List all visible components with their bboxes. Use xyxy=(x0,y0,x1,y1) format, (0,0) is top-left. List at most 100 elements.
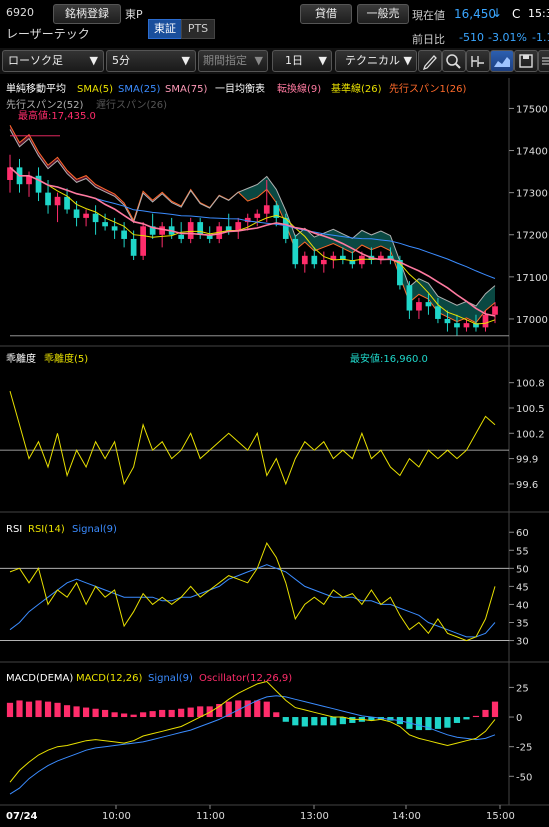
sma5-line xyxy=(9,167,496,325)
legend-macd-title: MACD(DEMA) xyxy=(6,673,73,684)
x-tick-label: 11:00 xyxy=(196,811,225,822)
register-button[interactable]: 銘柄登録 xyxy=(53,4,121,24)
high-annotation: 最高値:17,435.0 xyxy=(18,109,96,122)
legend-macd: MACD(12,26) xyxy=(76,673,143,684)
candle-body xyxy=(254,213,261,218)
pencil-icon[interactable] xyxy=(418,50,442,72)
oscillator-bar xyxy=(149,711,156,718)
change-value: -510 xyxy=(459,31,484,44)
x-tick-label: 10:00 xyxy=(102,811,131,822)
candle-body xyxy=(35,175,42,193)
macd-tick-label: 25 xyxy=(516,683,529,694)
technical-select[interactable]: テクニカル ▼ xyxy=(335,50,417,72)
oscillator-bar xyxy=(82,707,90,718)
lend-button[interactable]: 貸借 xyxy=(300,4,352,24)
oscillator-bar xyxy=(330,717,337,726)
legend-rsi: RSI(14) xyxy=(28,524,65,535)
oscillator-bar xyxy=(311,717,318,726)
oscillator-bar xyxy=(273,712,280,718)
oscillator-bar xyxy=(111,712,118,718)
deviation-tick-label: 99.6 xyxy=(516,480,538,491)
price-panel: 17500 17400 17300 17200 17100 17000 xyxy=(7,104,548,337)
oscillator-bar xyxy=(6,702,14,718)
chart-type-select[interactable]: ローソク足 ▼ xyxy=(2,50,104,72)
candle-body xyxy=(45,192,51,206)
oscillator-bar xyxy=(140,712,147,718)
deviation-line xyxy=(9,390,496,486)
tab-tse[interactable]: 東証 xyxy=(148,19,182,39)
interval-select[interactable]: 5分 ▼ xyxy=(106,50,196,72)
candle-body xyxy=(320,260,327,265)
general-sell-button[interactable]: 一般売 xyxy=(357,4,409,24)
status-badge: C xyxy=(512,7,521,21)
macd-tick-label: -50 xyxy=(516,772,532,783)
candle-body xyxy=(83,213,89,218)
candle-body xyxy=(235,222,242,231)
deviation-tick-label: 100.5 xyxy=(516,404,545,415)
x-tick-label: 14:00 xyxy=(392,811,421,822)
price-tick-label: 17000 xyxy=(516,315,548,326)
x-axis: 07/24 10:00 11:00 13:00 14:00 15:00 xyxy=(6,805,515,822)
range-label: 1日 xyxy=(285,54,303,67)
time-label: 15:3 xyxy=(528,7,549,20)
candle-body xyxy=(121,230,127,239)
interval-label: 5分 xyxy=(112,54,130,67)
menu-icon[interactable] xyxy=(538,50,549,72)
save-icon[interactable] xyxy=(514,50,538,72)
period-select[interactable]: 期間指定 ▼ xyxy=(198,50,268,72)
x-tick-label: 13:00 xyxy=(300,811,329,822)
candle-body xyxy=(454,323,460,328)
oscillator-bar xyxy=(387,717,394,721)
deviation-tick-label: 100.8 xyxy=(516,379,545,390)
chevron-down-icon: ▼ xyxy=(181,54,190,67)
oscillator-bar xyxy=(25,701,33,718)
candle-body xyxy=(26,175,32,185)
candle-body xyxy=(406,285,413,311)
candle-body xyxy=(273,205,280,218)
oscillator-bar xyxy=(178,708,185,718)
down-arrow-icon: ↓ xyxy=(492,6,503,20)
current-price: 16,450 xyxy=(454,7,496,21)
chevron-down-icon: ▼ xyxy=(403,54,412,67)
oscillator-bar xyxy=(368,717,375,721)
oscillator-bar xyxy=(63,705,71,718)
rsi-tick-label: 50 xyxy=(516,564,529,575)
rsi-panel: 60 55 50 45 40 35 30 xyxy=(0,528,529,648)
candle-body xyxy=(492,306,498,315)
tenkan-line xyxy=(9,166,496,317)
oscillator-bar xyxy=(444,717,451,728)
oscillator-bar xyxy=(197,706,204,718)
candle-body xyxy=(149,226,156,235)
exchange-label: 東P xyxy=(125,8,143,21)
zoom-icon[interactable] xyxy=(442,50,466,72)
legend-deviation: 乖離度(5) xyxy=(44,352,88,365)
rsi-tick-label: 30 xyxy=(516,637,529,648)
legend-sma25: SMA(25) xyxy=(118,84,160,95)
technical-label: テクニカル xyxy=(345,54,400,67)
oscillator-bar xyxy=(244,700,251,718)
compare-icon[interactable] xyxy=(466,50,490,72)
candle-body xyxy=(330,255,337,260)
change-extra: -1.1 xyxy=(532,31,549,44)
candle-body xyxy=(425,302,432,307)
chart-mode-icon[interactable] xyxy=(490,50,514,72)
change-percent: -3.01% xyxy=(488,31,527,44)
chart-toolbar: ローソク足 ▼ 5分 ▼ 期間指定 ▼ 1日 ▼ テクニカル ▼ xyxy=(0,48,549,74)
oscillator-bar xyxy=(54,702,61,718)
candle-body xyxy=(482,314,489,328)
candle-body xyxy=(102,222,108,227)
oscillator-bar xyxy=(434,717,442,729)
tab-pts[interactable]: PTS xyxy=(181,19,215,39)
candle-body xyxy=(64,196,70,210)
candle-body xyxy=(349,260,356,265)
rsi-tick-label: 45 xyxy=(516,582,529,593)
chevron-down-icon: ▼ xyxy=(89,54,98,67)
oscillator-bar xyxy=(168,709,175,718)
chevron-down-icon: ▼ xyxy=(254,54,263,67)
oscillator-bar xyxy=(292,717,299,726)
price-tick-label: 17400 xyxy=(516,147,548,158)
range-select[interactable]: 1日 ▼ xyxy=(272,50,332,72)
rsi-tick-label: 60 xyxy=(516,528,529,539)
price-tick-label: 17100 xyxy=(516,273,548,284)
